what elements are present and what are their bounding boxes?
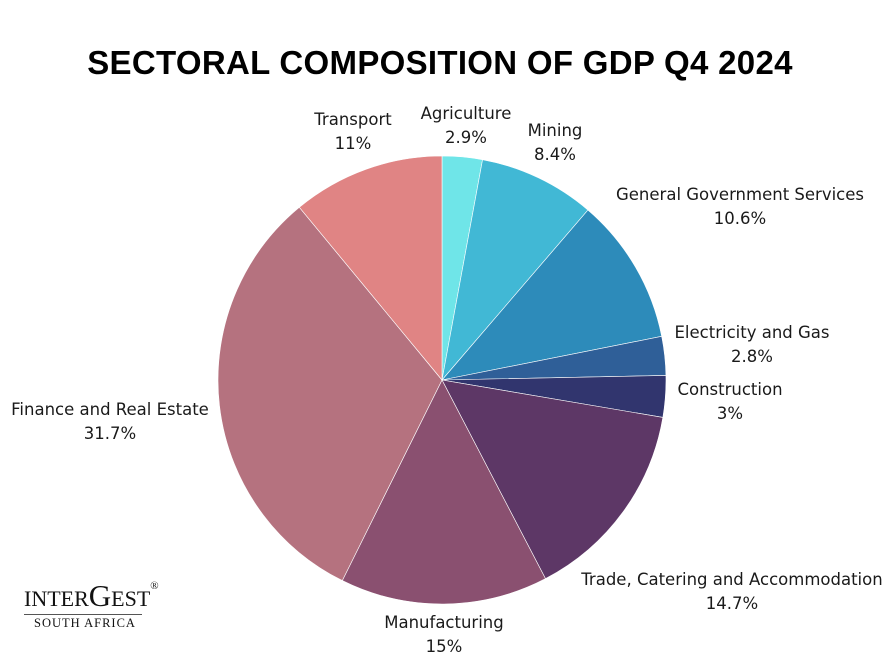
pie-slices: [217, 155, 667, 605]
slice-value-label: 14.7%: [706, 594, 758, 613]
slice-label: Agriculture: [421, 104, 512, 123]
pie-labels: Agriculture 2.9% Mining 8.4% General Governm…: [11, 104, 883, 656]
pie-slice-trade-catering-and-accommodation: [441, 379, 664, 580]
logo-wordmark: INTERGEST®: [24, 578, 159, 613]
slice-label: Finance and Real Estate: [11, 400, 209, 419]
logo-divider: [24, 614, 142, 615]
slice-label: General Government Services: [616, 185, 864, 204]
pie-slice-general-government-services: [441, 209, 663, 381]
pie-slice-finance-and-real-estate: [217, 206, 443, 581]
slice-label: Construction: [677, 380, 782, 399]
slice-value-label: 2.8%: [731, 347, 773, 366]
slice-value-label: 31.7%: [84, 424, 136, 443]
slice-label: Manufacturing: [384, 613, 503, 632]
chart-title: SECTORAL COMPOSITION OF GDP Q4 2024: [87, 44, 793, 81]
slice-label: Electricity and Gas: [675, 323, 830, 342]
slice-value-label: 11%: [335, 134, 372, 153]
slice-value-label: 10.6%: [714, 209, 766, 228]
logo-subtitle: SOUTH AFRICA: [34, 616, 136, 630]
slice-value-label: 2.9%: [445, 128, 487, 147]
slice-label: Mining: [528, 121, 583, 140]
intergest-logo: INTERGEST® SOUTH AFRICA: [24, 578, 164, 631]
slice-value-label: 8.4%: [534, 145, 576, 164]
slice-label: Transport: [313, 110, 392, 129]
slice-value-label: 3%: [717, 404, 743, 423]
pie-slice-transport: [298, 155, 443, 381]
pie-slice-mining: [441, 159, 589, 382]
pie-slice-manufacturing: [341, 379, 546, 605]
slice-value-label: 15%: [426, 637, 463, 656]
slice-label: Trade, Catering and Accommodation: [580, 570, 882, 589]
